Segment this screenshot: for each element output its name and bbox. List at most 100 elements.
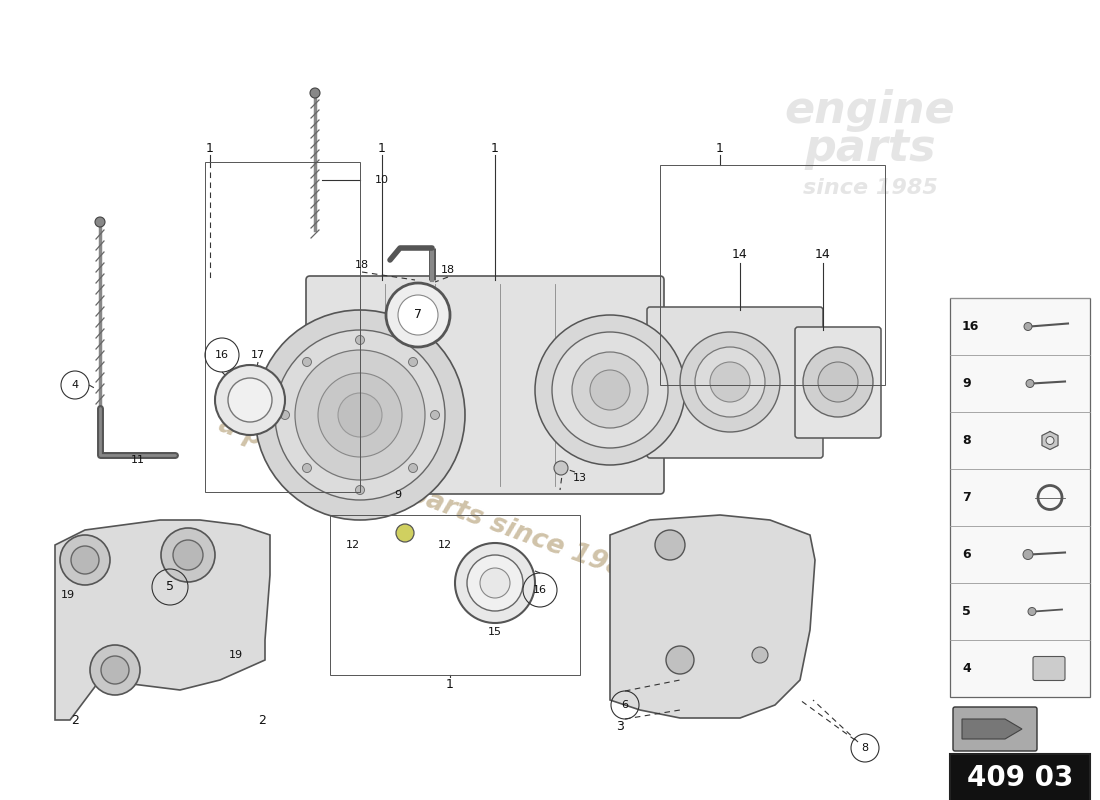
Text: 5: 5 <box>962 605 970 618</box>
Circle shape <box>803 347 873 417</box>
Circle shape <box>275 330 446 500</box>
Circle shape <box>101 656 129 684</box>
Circle shape <box>173 540 204 570</box>
Circle shape <box>408 463 418 473</box>
Circle shape <box>590 370 630 410</box>
Circle shape <box>1046 437 1054 445</box>
Text: 4: 4 <box>962 662 970 675</box>
Bar <box>205 162 360 492</box>
FancyBboxPatch shape <box>953 707 1037 751</box>
Circle shape <box>535 315 685 465</box>
Circle shape <box>654 530 685 560</box>
Text: 19: 19 <box>229 650 243 660</box>
Bar <box>330 515 580 675</box>
Text: 12: 12 <box>345 540 360 550</box>
Circle shape <box>752 647 768 663</box>
Text: 12: 12 <box>438 540 452 550</box>
Text: 2: 2 <box>72 714 79 726</box>
Circle shape <box>666 646 694 674</box>
Circle shape <box>302 463 311 473</box>
Circle shape <box>1026 379 1034 387</box>
Circle shape <box>60 535 110 585</box>
Text: 14: 14 <box>815 249 830 262</box>
Text: 5: 5 <box>166 581 174 594</box>
Circle shape <box>480 568 510 598</box>
Text: 409 03: 409 03 <box>967 764 1074 792</box>
Text: 16: 16 <box>214 350 229 360</box>
Circle shape <box>552 332 668 448</box>
Text: 1: 1 <box>447 678 454 691</box>
Polygon shape <box>610 515 815 718</box>
Circle shape <box>396 524 414 542</box>
Text: 6: 6 <box>621 700 628 710</box>
Circle shape <box>280 410 289 419</box>
Polygon shape <box>962 719 1022 739</box>
Circle shape <box>398 295 438 335</box>
Circle shape <box>338 393 382 437</box>
Circle shape <box>1028 607 1036 615</box>
Circle shape <box>355 335 364 345</box>
Bar <box>950 754 1090 800</box>
Text: 1: 1 <box>378 142 386 154</box>
Circle shape <box>572 352 648 428</box>
Text: 13: 13 <box>573 473 587 483</box>
Text: 17: 17 <box>251 350 265 360</box>
Text: 7: 7 <box>414 309 422 322</box>
Text: 9: 9 <box>395 490 402 500</box>
Circle shape <box>386 283 450 347</box>
Text: 6: 6 <box>962 548 970 561</box>
Text: 7: 7 <box>962 491 970 504</box>
Circle shape <box>818 362 858 402</box>
Text: 11: 11 <box>131 455 145 465</box>
Circle shape <box>318 373 402 457</box>
Text: 4: 4 <box>72 380 78 390</box>
Circle shape <box>310 88 320 98</box>
Text: 16: 16 <box>534 585 547 595</box>
FancyBboxPatch shape <box>647 307 823 458</box>
Circle shape <box>295 350 425 480</box>
Circle shape <box>430 410 440 419</box>
Text: 9: 9 <box>962 377 970 390</box>
Circle shape <box>408 358 418 366</box>
Bar <box>660 165 886 385</box>
FancyBboxPatch shape <box>1033 657 1065 681</box>
Text: 15: 15 <box>488 627 502 637</box>
Circle shape <box>228 378 272 422</box>
Text: 1: 1 <box>206 142 213 154</box>
Circle shape <box>72 546 99 574</box>
Circle shape <box>255 310 465 520</box>
Text: 2: 2 <box>258 714 266 726</box>
Circle shape <box>1024 322 1032 330</box>
FancyBboxPatch shape <box>795 327 881 438</box>
Circle shape <box>90 645 140 695</box>
Text: parts: parts <box>804 126 936 170</box>
Circle shape <box>695 347 764 417</box>
Circle shape <box>302 358 311 366</box>
Circle shape <box>710 362 750 402</box>
Text: 16: 16 <box>962 320 979 333</box>
Text: 8: 8 <box>962 434 970 447</box>
Circle shape <box>455 543 535 623</box>
Text: 1: 1 <box>491 142 499 154</box>
Circle shape <box>214 365 285 435</box>
Text: 14: 14 <box>733 249 748 262</box>
Circle shape <box>1023 550 1033 559</box>
Text: 19: 19 <box>60 590 75 600</box>
FancyBboxPatch shape <box>306 276 664 494</box>
Circle shape <box>161 528 214 582</box>
Circle shape <box>468 555 522 611</box>
Circle shape <box>554 461 568 475</box>
Circle shape <box>680 332 780 432</box>
Text: 18: 18 <box>355 260 370 270</box>
Bar <box>950 298 1090 697</box>
Polygon shape <box>55 520 270 720</box>
Text: engine: engine <box>784 89 955 131</box>
Text: 8: 8 <box>861 743 869 753</box>
Circle shape <box>95 217 104 227</box>
Text: a passion for parts since 1985: a passion for parts since 1985 <box>214 411 646 589</box>
Polygon shape <box>1042 431 1058 450</box>
Text: 3: 3 <box>616 719 624 733</box>
Text: 10: 10 <box>375 175 389 185</box>
Text: 18: 18 <box>441 265 455 275</box>
Circle shape <box>355 486 364 494</box>
